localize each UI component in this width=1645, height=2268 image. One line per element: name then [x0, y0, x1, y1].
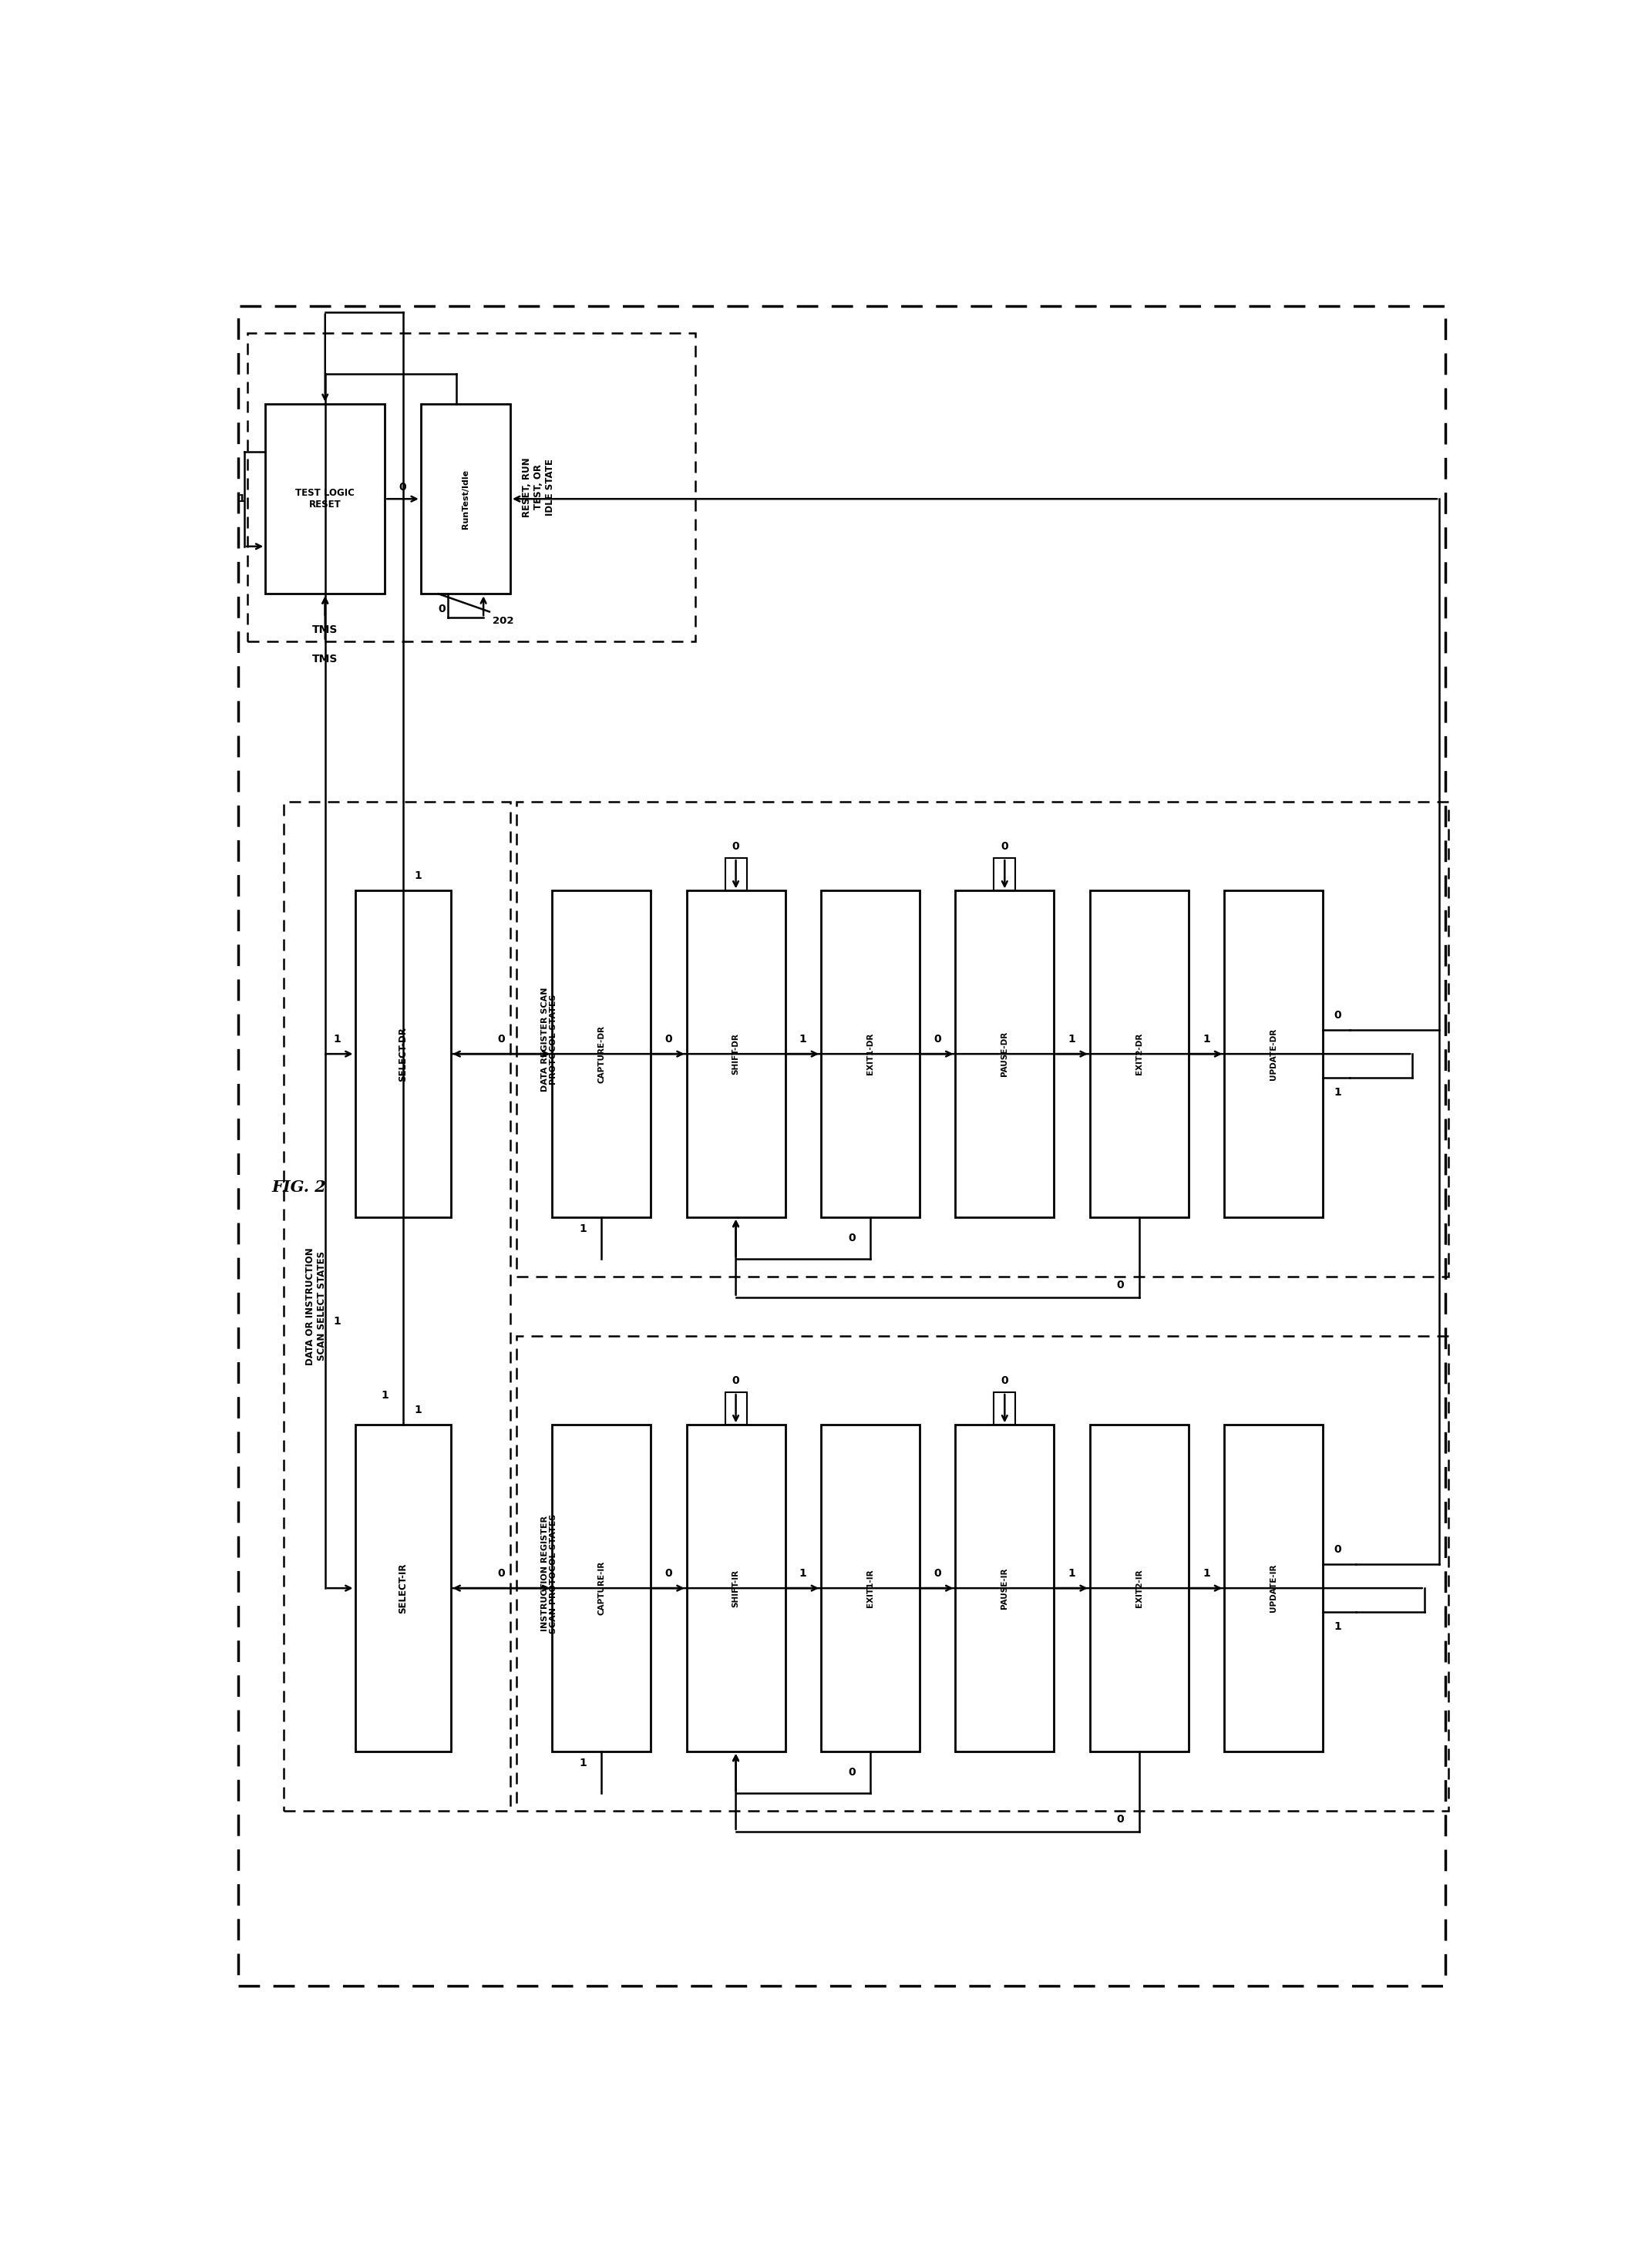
Text: 1: 1	[579, 1758, 587, 1769]
Text: 0: 0	[1334, 1009, 1341, 1021]
Text: 1: 1	[1202, 1567, 1211, 1579]
Bar	[725, 1393, 747, 1424]
Text: EXIT1-IR: EXIT1-IR	[867, 1569, 873, 1608]
Bar	[686, 891, 785, 1218]
Bar	[1224, 1424, 1323, 1751]
Bar	[553, 1424, 651, 1751]
Text: 1: 1	[382, 1390, 388, 1402]
Text: UPDATE-IR: UPDATE-IR	[1270, 1565, 1278, 1613]
Bar	[355, 1424, 451, 1751]
Text: CAPTURE-IR: CAPTURE-IR	[597, 1560, 605, 1615]
Text: RESET, RUN
TEST, OR
IDLE STATE: RESET, RUN TEST, OR IDLE STATE	[521, 458, 556, 517]
Text: UPDATE-DR: UPDATE-DR	[1270, 1027, 1278, 1080]
Text: 1: 1	[1334, 1622, 1341, 1633]
Text: 0: 0	[665, 1034, 673, 1046]
Text: 0: 0	[1334, 1545, 1341, 1556]
Text: 202: 202	[492, 615, 513, 626]
Text: EXIT1-DR: EXIT1-DR	[867, 1032, 873, 1075]
Bar	[1224, 891, 1323, 1218]
Bar	[1089, 891, 1188, 1218]
Bar	[994, 1393, 1015, 1424]
Bar	[1089, 1424, 1188, 1751]
Text: FIG. 2: FIG. 2	[271, 1179, 326, 1195]
Text: RunTest/Idle: RunTest/Idle	[462, 469, 469, 528]
Text: SHIFT-DR: SHIFT-DR	[732, 1034, 740, 1075]
Text: 1: 1	[1068, 1567, 1076, 1579]
Text: 1: 1	[334, 1315, 341, 1327]
Text: 1: 1	[1334, 1086, 1341, 1098]
Bar	[355, 891, 451, 1218]
Text: CAPTURE-DR: CAPTURE-DR	[597, 1025, 605, 1082]
Text: 0: 0	[934, 1034, 941, 1046]
Bar	[265, 404, 385, 594]
Text: 0: 0	[732, 841, 740, 850]
Text: 0: 0	[1000, 1374, 1008, 1386]
Bar	[686, 1424, 785, 1751]
Text: INSTRUCTION REGISTER
SCAN PROTOCOL STATES: INSTRUCTION REGISTER SCAN PROTOCOL STATE…	[541, 1513, 558, 1633]
Text: 1: 1	[334, 1034, 341, 1046]
Text: 1: 1	[1068, 1034, 1076, 1046]
Bar	[421, 404, 510, 594]
Text: 0: 0	[1117, 1279, 1124, 1290]
Text: TEST LOGIC
RESET: TEST LOGIC RESET	[296, 488, 355, 510]
Text: SELECT-DR: SELECT-DR	[398, 1027, 408, 1082]
Text: 0: 0	[732, 1374, 740, 1386]
Text: 0: 0	[498, 1034, 505, 1046]
Bar	[553, 891, 651, 1218]
Text: 0: 0	[934, 1567, 941, 1579]
Text: 1: 1	[415, 1404, 421, 1415]
Text: 1: 1	[799, 1034, 806, 1046]
Text: DATA OR INSTRUCTION
SCAN SELECT STATES: DATA OR INSTRUCTION SCAN SELECT STATES	[306, 1247, 327, 1365]
Bar	[956, 1424, 1054, 1751]
Text: DATA REGISTER SCAN
PROTOCOL STATES: DATA REGISTER SCAN PROTOCOL STATES	[541, 987, 558, 1091]
Text: 1: 1	[799, 1567, 806, 1579]
Text: 0: 0	[498, 1567, 505, 1579]
Text: 0: 0	[1117, 1814, 1124, 1826]
Text: PAUSE-DR: PAUSE-DR	[1000, 1032, 1008, 1077]
Text: SHIFT-IR: SHIFT-IR	[732, 1569, 740, 1608]
Text: 0: 0	[400, 481, 406, 492]
Text: 1: 1	[1202, 1034, 1211, 1046]
Text: EXIT2-DR: EXIT2-DR	[1135, 1032, 1143, 1075]
Text: PAUSE-IR: PAUSE-IR	[1000, 1567, 1008, 1608]
Text: TMS: TMS	[313, 653, 337, 665]
Text: 0: 0	[847, 1767, 855, 1778]
Text: 0: 0	[1000, 841, 1008, 850]
Bar	[994, 857, 1015, 891]
Bar	[725, 857, 747, 891]
Text: 1: 1	[579, 1225, 587, 1234]
Bar	[821, 1424, 920, 1751]
Text: 1: 1	[415, 871, 421, 882]
Text: 0: 0	[665, 1567, 673, 1579]
Text: 0: 0	[847, 1232, 855, 1243]
Text: 0: 0	[438, 603, 446, 615]
Text: EXIT2-IR: EXIT2-IR	[1135, 1569, 1143, 1608]
Text: 1: 1	[239, 494, 245, 503]
Text: SELECT-IR: SELECT-IR	[398, 1563, 408, 1613]
Bar	[821, 891, 920, 1218]
Text: TMS: TMS	[313, 624, 337, 635]
Bar	[956, 891, 1054, 1218]
